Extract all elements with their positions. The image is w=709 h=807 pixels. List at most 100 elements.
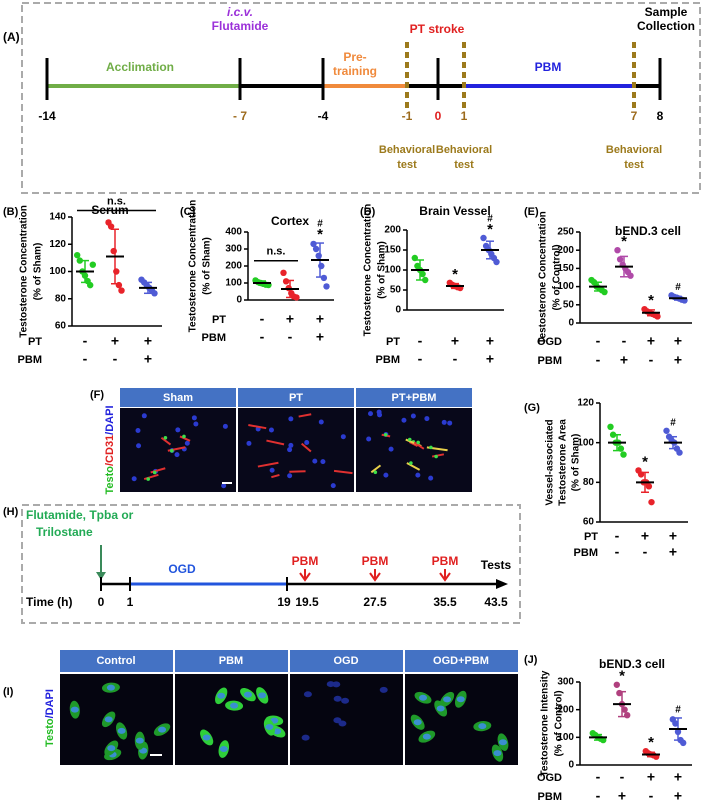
image-header: OGD: [333, 655, 358, 667]
vessel: [370, 464, 382, 474]
panel-label: (D): [360, 206, 376, 218]
testo-signal: [182, 434, 186, 439]
testo-signal: [409, 461, 413, 465]
condition-sign: -: [596, 333, 601, 349]
data-point: [607, 423, 614, 430]
nucleus: [424, 416, 430, 422]
nucleus: [287, 473, 293, 479]
pbm-label: PBM: [292, 554, 319, 568]
condition-sign: +: [316, 329, 324, 345]
y-tick-label: 150: [384, 245, 401, 256]
time-value: 19.5: [295, 595, 319, 609]
nucleus: [136, 443, 142, 449]
significance: *: [317, 226, 323, 243]
condition-sign: +: [144, 333, 152, 349]
condition-sign: -: [83, 351, 88, 367]
panel-label: (C): [180, 206, 196, 218]
drug-name: Flutamide: [212, 19, 269, 33]
data-point: [89, 261, 97, 268]
nucleus: [304, 440, 310, 446]
y-axis-label: Testosterone Intensity: [540, 670, 551, 776]
y-axis-label: Testosterone Concentration: [188, 200, 199, 333]
significance: #: [317, 219, 323, 230]
y-axis-label: Testosterone Area: [558, 419, 569, 506]
nucleus: [265, 723, 274, 730]
behavior-label: test: [624, 159, 644, 171]
nucleus: [422, 733, 431, 740]
data-point: [663, 427, 670, 434]
nucleus: [193, 421, 199, 427]
panel-label: (A): [3, 30, 20, 44]
y-tick-label: 0: [568, 760, 574, 771]
condition-sign: -: [622, 333, 627, 349]
time-value: 35.5: [433, 595, 457, 609]
condition-sign: +: [674, 788, 682, 804]
condition-label: OGD: [537, 772, 562, 784]
nucleus: [273, 728, 282, 735]
nucleus: [413, 719, 422, 726]
image-header: PBM: [219, 655, 243, 667]
ogd-label: OGD: [168, 562, 196, 576]
condition-label: PBM: [538, 355, 562, 367]
condition-sign: -: [615, 528, 620, 544]
panel-label: (B): [3, 206, 19, 218]
image-header: PT: [289, 392, 303, 404]
y-tick-label: 400: [225, 227, 242, 238]
data-point: [654, 313, 661, 320]
arrow-head: [96, 572, 106, 580]
pbm-arrows: PBM PBM PBM: [292, 554, 458, 582]
condition-sign: +: [674, 333, 682, 349]
data-point: [419, 270, 426, 278]
nucleus: [217, 692, 226, 699]
nucleus: [258, 692, 267, 699]
y-tick-label: 100: [557, 281, 574, 292]
testo-signal: [163, 435, 168, 440]
significance: #: [675, 282, 681, 293]
nucleus: [246, 440, 252, 446]
behavior-markers: [405, 42, 636, 110]
panel-box: [21, 504, 521, 624]
behavior-label: test: [454, 159, 474, 171]
nucleus: [441, 419, 447, 425]
data-point: [315, 252, 322, 259]
time-value: 43.5: [484, 595, 508, 609]
significance: *: [648, 292, 654, 309]
nucleus: [202, 734, 211, 741]
vessel: [406, 462, 421, 471]
nucleus: [303, 691, 312, 698]
y-tick-label: 120: [577, 398, 594, 409]
panel-label: (H): [3, 506, 19, 518]
significance: *: [621, 233, 627, 250]
significance: *: [648, 734, 654, 751]
y-tick-label: 200: [384, 225, 401, 236]
time-value: 27.5: [363, 595, 387, 609]
header-box: [120, 388, 236, 407]
data-point: [312, 245, 320, 253]
behavior-label: test: [397, 159, 417, 171]
condition-sign: +: [674, 769, 682, 785]
nucleus: [368, 411, 374, 417]
condition-label: PBM: [376, 354, 400, 366]
stain-part: Testo: [104, 466, 116, 495]
data-point: [320, 274, 328, 282]
condition-sign: -: [260, 311, 265, 327]
condition-sign: +: [618, 788, 626, 804]
drug-label: Trilostane: [36, 525, 93, 539]
condition-sign: +: [111, 333, 119, 349]
significance: *: [642, 453, 648, 470]
condition-sign: +: [669, 544, 677, 560]
nucleus: [131, 476, 137, 482]
data-point: [624, 712, 631, 719]
nucleus: [117, 727, 126, 734]
y-axis-label: (% of Control): [552, 244, 563, 310]
day-label: -4: [318, 109, 329, 123]
vessel: [271, 473, 280, 479]
significance: #: [675, 705, 681, 716]
stain-part: Testo: [44, 718, 56, 747]
collection-label: Sample: [645, 5, 688, 19]
testo-signal: [170, 448, 174, 453]
nucleus: [401, 417, 407, 423]
day-labels: -14 - 7 -4 -1 0 1 7 8: [38, 109, 663, 123]
y-tick-label: 80: [583, 477, 595, 488]
condition-sign: +: [486, 351, 494, 367]
